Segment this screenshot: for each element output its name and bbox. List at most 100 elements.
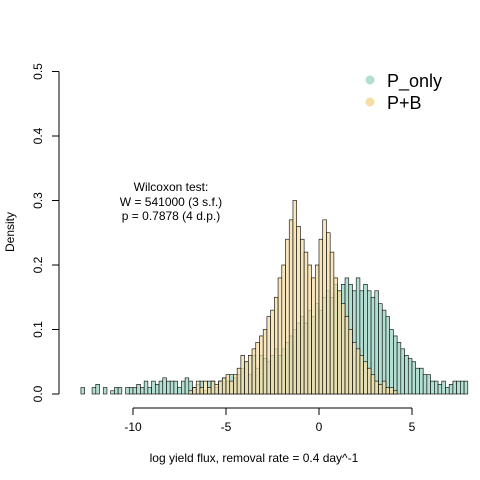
y-tick-label: 0.3 [31,192,45,209]
histogram-bar [136,384,141,395]
histogram-bar [374,380,379,395]
histogram-bar [128,387,134,395]
histogram-bar [151,380,156,395]
histogram-bar [311,277,316,395]
x-tick-label: 5 [409,420,416,434]
histogram-bar [359,354,364,395]
histogram-bar [155,384,160,395]
legend-label-p-only: P_only [387,71,442,92]
histogram-bar [229,380,234,395]
histogram-bar [452,380,457,395]
histogram-bar [214,384,219,395]
histogram-bar [434,380,439,395]
histogram-bar [396,342,402,395]
wilcoxon-annotation: Wilcoxon test: W = 541000 (3 s.f.) p = 0… [120,180,222,223]
x-axis-ticks: -10 -5 0 5 [124,408,416,434]
histogram-bar [460,380,465,395]
histogram-bar [348,329,353,395]
histogram-bar [393,335,398,395]
x-tick-label: -10 [124,420,142,434]
legend-marker-p-only [365,75,375,85]
histogram-bar [259,335,264,395]
histogram-bar [303,251,309,395]
histogram-bar [393,390,398,395]
histogram-bar [169,380,175,395]
histogram-bar [419,367,424,395]
histogram-bar [251,348,257,395]
y-axis-ticks: 0.0 0.1 0.2 0.3 0.4 0.5 [31,63,59,402]
histogram-bar [378,384,383,395]
histogram-bar [221,377,227,395]
histogram-bar [114,387,119,395]
annotation-p-value: p = 0.7878 (4 d.p.) [122,209,220,223]
histogram-bar [274,296,279,395]
x-tick-label: 0 [316,420,323,434]
histogram-bar [318,238,324,395]
histogram-bar [385,316,390,395]
legend-marker-p-plus-b [365,97,375,107]
y-tick-label: 0.5 [31,63,45,80]
histogram-bar [389,329,394,395]
histogram-bar [355,348,361,395]
histogram-bar [147,387,152,395]
histogram-bar [95,384,100,395]
y-tick-label: 0.1 [31,321,45,338]
histogram-bar [326,232,331,395]
histogram-bar [140,387,145,395]
histogram-bar [184,377,190,395]
histogram-bar [143,380,149,395]
histogram-bar [296,226,301,395]
histogram-bar [437,384,443,395]
histogram-bar [262,329,268,395]
histogram-bar [266,316,271,395]
histogram-bar [463,380,469,395]
histogram-bar [225,374,231,395]
histogram-bar [389,387,394,395]
histogram-bar [430,380,435,395]
histogram-bar [210,380,216,395]
histogram-bar [367,367,372,395]
histogram-bar [415,367,420,395]
histogram-bar [456,380,461,395]
histogram-bar [166,380,171,395]
histogram-bar [203,380,208,395]
histogram-bar [292,200,297,395]
histogram-bar [300,238,305,395]
histogram-bar [400,348,405,395]
x-axis-label: log yield flux, removal rate = 0.4 day^-… [150,451,359,465]
annotation-title: Wilcoxon test: [134,180,209,194]
legend-label-p-plus-b: P+B [387,93,422,113]
histogram-bar [337,290,342,395]
histogram-bar [233,374,238,395]
histogram-bar [307,264,312,395]
series-p-plus-b-bars [188,200,398,395]
histogram-bar [218,380,223,395]
legend: P_only P+B [365,71,442,113]
histogram-bar [281,264,286,395]
histogram-bar [288,219,294,395]
histogram-bar [411,361,417,395]
histogram-bar [207,387,212,395]
histogram-bar [199,387,204,395]
histogram-bar [385,387,390,395]
histogram-bar [102,387,108,395]
histogram-bar [314,264,320,395]
histogram-bar [426,374,431,395]
histogram-bar [91,387,97,395]
histogram-bar [352,342,357,395]
histogram-bar [162,377,167,395]
histogram-bar [110,390,115,395]
histogram-bar [333,277,338,395]
histogram-bar [240,354,245,395]
histogram-bar [173,380,178,395]
histogram-bar [374,290,379,395]
histogram-bar [378,303,383,395]
y-tick-label: 0.4 [31,127,45,144]
histogram-bar [255,342,260,395]
histogram-bar [236,367,242,395]
histogram-bar [132,387,138,395]
histogram-bar [381,380,387,395]
annotation-w-statistic: W = 541000 (3 s.f.) [120,195,222,209]
